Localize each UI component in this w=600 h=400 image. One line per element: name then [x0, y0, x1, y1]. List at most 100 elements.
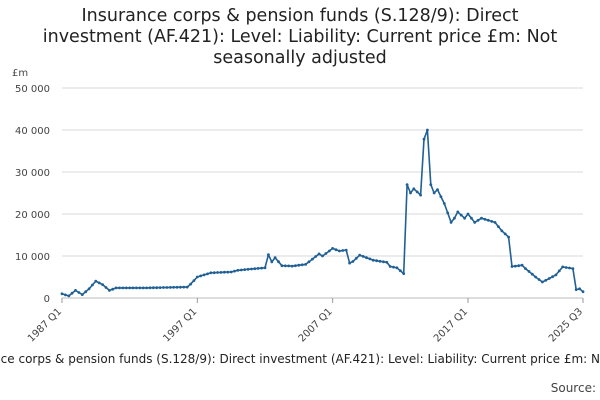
data-point — [551, 275, 554, 279]
data-point — [87, 287, 91, 291]
data-point — [199, 274, 203, 278]
data-point — [294, 264, 297, 268]
data-point — [497, 225, 500, 229]
data-point — [263, 266, 267, 270]
data-point — [287, 264, 291, 268]
data-point — [375, 259, 378, 263]
data-point — [165, 286, 169, 289]
data-point — [290, 264, 294, 268]
data-point — [500, 229, 504, 233]
data-point — [513, 264, 517, 268]
data-point — [60, 292, 64, 296]
data-point — [338, 249, 341, 253]
data-point — [148, 286, 152, 290]
data-point — [206, 272, 209, 276]
data-point — [361, 255, 365, 258]
data-point — [348, 261, 351, 265]
data-point — [429, 183, 433, 187]
data-point — [195, 275, 199, 279]
data-point — [233, 269, 236, 273]
chart-title-line: investment (AF.421): Level: Liability: C… — [42, 27, 558, 47]
data-point — [571, 267, 575, 270]
data-point — [101, 283, 104, 286]
data-point — [486, 218, 490, 222]
data-point — [419, 193, 422, 197]
x-axis-tick-labels: 1987 Q1 1997 Q1 2007 Q1 2017 Q1 2025 Q3 — [26, 298, 585, 344]
y-axis-tick-labels: 0 10 000 20 000 30 000 40 000 50 000 — [15, 84, 50, 305]
y-tick-label: 10 000 — [15, 252, 50, 263]
data-point — [581, 290, 585, 294]
data-point — [185, 285, 189, 289]
data-point — [135, 286, 138, 290]
data-point — [192, 279, 196, 282]
data-point — [436, 188, 439, 192]
data-point — [158, 286, 162, 289]
data-point — [260, 266, 263, 270]
data-point — [311, 257, 314, 261]
data-point — [145, 286, 149, 290]
data-point — [94, 279, 98, 283]
series-line — [61, 129, 584, 297]
data-point — [527, 270, 531, 273]
data-point — [118, 286, 121, 290]
data-point — [327, 249, 331, 253]
data-point — [317, 252, 321, 256]
x-tick-label: 2025 Q3 — [547, 306, 585, 344]
y-tick-label: 30 000 — [15, 168, 50, 179]
data-point — [388, 265, 392, 268]
data-point — [223, 270, 226, 274]
chart-title-line: Insurance corps & pension funds (S.128/9… — [81, 6, 519, 26]
data-point — [483, 217, 487, 221]
data-point — [168, 286, 172, 289]
data-point — [114, 286, 118, 290]
data-point — [382, 260, 385, 264]
data-point — [409, 191, 412, 195]
data-point — [283, 264, 287, 268]
data-point — [354, 256, 358, 260]
data-point — [236, 268, 240, 272]
data-point — [480, 216, 483, 220]
x-tick-label: 2017 Q1 — [432, 306, 470, 344]
data-point — [229, 270, 233, 274]
data-point — [297, 263, 301, 267]
data-point — [91, 283, 94, 287]
data-point — [151, 286, 155, 290]
data-point — [138, 286, 142, 290]
data-point — [510, 265, 514, 268]
data-point — [277, 260, 280, 264]
data-point — [253, 267, 257, 271]
data-point — [226, 270, 230, 274]
data-point — [466, 212, 470, 216]
data-point — [385, 260, 389, 264]
data-point — [239, 268, 243, 272]
data-point — [64, 293, 67, 297]
data-point — [371, 258, 375, 262]
data-point — [334, 248, 338, 252]
data-point — [121, 286, 125, 290]
x-tick-label: 1987 Q1 — [26, 306, 64, 344]
footer-series-text: Insurance corps & pension funds (S.128/9… — [0, 352, 600, 366]
data-point — [442, 202, 446, 205]
data-point — [128, 286, 132, 290]
data-point — [378, 259, 382, 263]
data-point — [568, 266, 571, 270]
data-point — [84, 290, 88, 294]
data-point — [67, 294, 71, 298]
data-point — [557, 269, 561, 273]
data-point — [209, 271, 213, 275]
data-point — [537, 278, 541, 281]
data-point — [476, 218, 480, 222]
data-point — [358, 253, 362, 257]
data-point — [175, 285, 179, 289]
data-point — [141, 286, 145, 290]
data-point — [70, 291, 74, 295]
y-tick-label: 50 000 — [15, 84, 50, 95]
data-point — [77, 291, 81, 294]
gridlines — [62, 87, 583, 299]
data-point — [446, 211, 450, 215]
data-point — [97, 281, 101, 285]
y-tick-label: 40 000 — [15, 126, 50, 137]
data-point — [449, 221, 453, 224]
series-group — [60, 128, 585, 298]
